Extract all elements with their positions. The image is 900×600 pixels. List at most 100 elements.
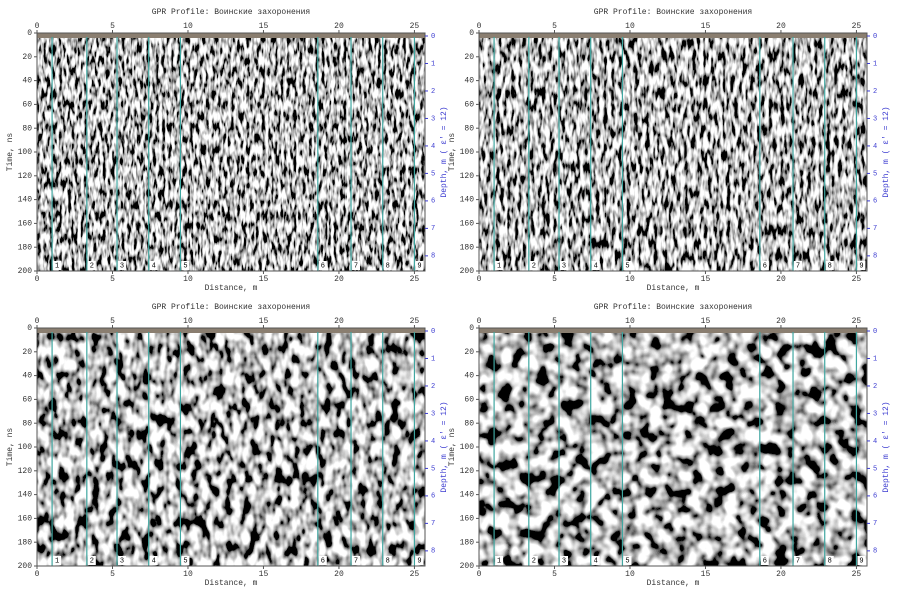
y2-tick-label: 5 — [873, 465, 877, 473]
y2-tick-label: 2 — [431, 383, 435, 391]
marker-box — [383, 261, 392, 270]
x-tick-label: 5 — [552, 317, 557, 326]
y-tick-label: 180 — [18, 243, 33, 252]
y-tick-label: 80 — [22, 419, 32, 428]
y2-tick-label: 8 — [873, 548, 877, 556]
x-tick-label: 10 — [183, 22, 193, 31]
marker-box — [760, 556, 769, 565]
x-tick-label: 25 — [410, 22, 420, 31]
marker-label: 3 — [562, 557, 566, 565]
x-tick-label: 0 — [477, 22, 482, 31]
y-tick-label: 20 — [22, 348, 32, 357]
marker-label: 3 — [562, 262, 566, 270]
marker-label: 4 — [594, 262, 598, 270]
y2-tick-label: 6 — [873, 198, 877, 206]
y2-tick-label: 2 — [873, 383, 877, 391]
marker-label: 2 — [90, 557, 94, 565]
panel: 1 2 3 4 5 6 7 8 9 GPR Profile: Воинские захоронен… — [6, 303, 449, 588]
y-tick-label: 200 — [18, 562, 33, 571]
y2-tick-label: 8 — [431, 253, 435, 261]
x-axis-label: Distance, m — [647, 579, 700, 588]
y-tick-label: 100 — [18, 148, 33, 157]
marker-label: 6 — [763, 557, 767, 565]
y-axis-label: Time, ns — [448, 428, 457, 467]
ground-band — [37, 328, 425, 333]
y2-tick-label: 4 — [431, 438, 435, 446]
y-tick-label: 100 — [460, 443, 475, 452]
x-tick-label: 20 — [776, 22, 786, 31]
marker-label: 5 — [625, 557, 629, 565]
y2-tick-label: 4 — [873, 438, 877, 446]
marker-label: 1 — [55, 557, 59, 565]
chart-title: GPR Profile: Воинские захоронения — [152, 303, 310, 312]
y-tick-label: 80 — [464, 124, 474, 133]
marker-label: 2 — [532, 557, 536, 565]
marker-label: 9 — [417, 557, 421, 565]
x-tick-label: 10 — [183, 275, 193, 284]
y2-tick-label: 7 — [431, 225, 435, 233]
y-tick-label: 140 — [18, 196, 33, 205]
radargram-image — [479, 33, 867, 271]
y-tick-label: 80 — [464, 419, 474, 428]
ground-band — [37, 33, 425, 38]
marker-box — [415, 556, 424, 565]
chart-title: GPR Profile: Воинские захоронения — [594, 303, 752, 312]
marker-label: 7 — [354, 557, 358, 565]
marker-box — [149, 261, 158, 270]
y-tick-label: 20 — [464, 53, 474, 62]
y-tick-label: 140 — [460, 491, 475, 500]
marker-label: 5 — [183, 557, 187, 565]
y-tick-label: 40 — [22, 77, 32, 86]
y2-tick-label: 0 — [431, 328, 435, 336]
ground-band — [479, 33, 867, 38]
x-tick-label: 20 — [334, 570, 344, 579]
y2-tick-label: 6 — [431, 198, 435, 206]
y2-tick-label: 0 — [873, 328, 877, 336]
x-tick-label: 15 — [259, 570, 269, 579]
marker-box — [383, 556, 392, 565]
x-tick-label: 10 — [183, 570, 193, 579]
x-tick-label: 25 — [852, 275, 862, 284]
x-tick-label: 25 — [852, 317, 862, 326]
y2-tick-label: 0 — [431, 33, 435, 41]
marker-box — [560, 261, 569, 270]
marker-box — [318, 261, 327, 270]
y2-tick-label: 6 — [431, 493, 435, 501]
panel: 1 2 3 4 5 6 7 8 9 GPR Profile: Воинские захоронен… — [6, 8, 449, 293]
x-tick-label: 25 — [852, 570, 862, 579]
marker-label: 2 — [532, 262, 536, 270]
x-tick-label: 20 — [334, 22, 344, 31]
marker-box — [591, 556, 600, 565]
y2-tick-label: 3 — [431, 115, 435, 123]
x-tick-label: 25 — [410, 317, 420, 326]
marker-label: 8 — [828, 557, 832, 565]
y2-axis-label: Depth, m ( ε' = 12) — [440, 401, 449, 492]
marker-label: 4 — [152, 262, 156, 270]
marker-box — [825, 556, 834, 565]
marker-label: 9 — [417, 262, 421, 270]
x-tick-label: 5 — [110, 317, 115, 326]
y2-axis-label: Depth, m ( ε' = 12) — [882, 401, 891, 492]
x-tick-label: 20 — [776, 275, 786, 284]
y-tick-label: 180 — [460, 243, 475, 252]
x-tick-label: 20 — [776, 317, 786, 326]
marker-box — [53, 556, 62, 565]
x-tick-label: 20 — [334, 275, 344, 284]
marker-box — [53, 261, 62, 270]
x-tick-label: 15 — [701, 22, 711, 31]
y2-tick-label: 0 — [873, 33, 877, 41]
y-tick-label: 0 — [469, 324, 474, 333]
y-tick-label: 40 — [22, 372, 32, 381]
y-tick-label: 200 — [460, 267, 475, 276]
y-tick-label: 60 — [464, 396, 474, 405]
x-tick-label: 0 — [477, 275, 482, 284]
marker-label: 5 — [625, 262, 629, 270]
x-tick-label: 0 — [35, 22, 40, 31]
chart-title: GPR Profile: Воинские захоронения — [152, 8, 310, 17]
x-tick-label: 0 — [35, 275, 40, 284]
y-tick-label: 40 — [464, 372, 474, 381]
y-tick-label: 180 — [18, 538, 33, 547]
y-tick-label: 140 — [460, 196, 475, 205]
marker-label: 4 — [594, 557, 598, 565]
